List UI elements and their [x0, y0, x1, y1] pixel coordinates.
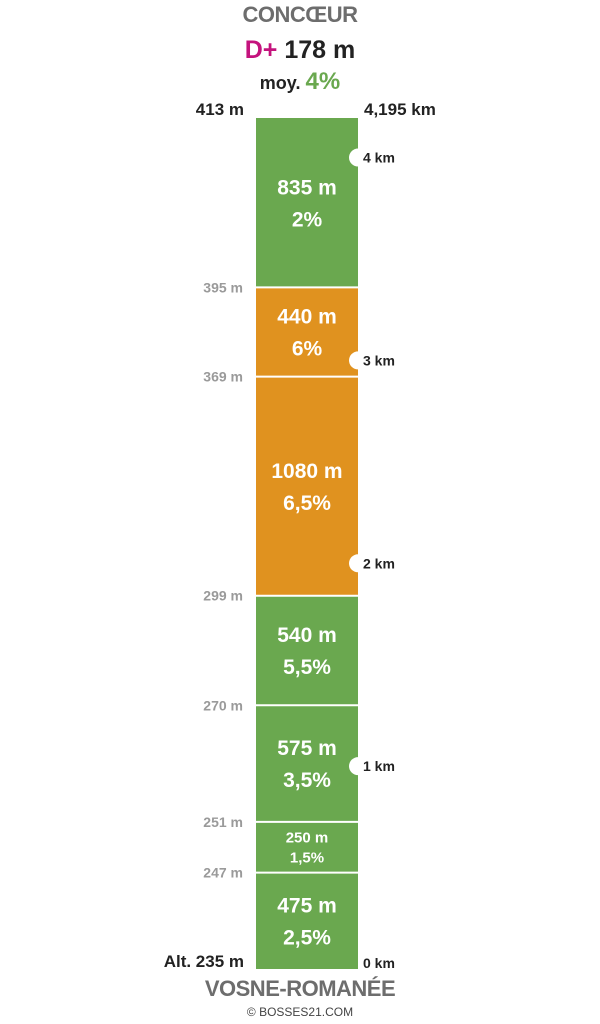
altitude-tick-label: 270 m: [203, 697, 243, 713]
start-name: VOSNE-ROMANÉE: [204, 976, 396, 1001]
total-distance: 4,195 km: [364, 100, 436, 119]
km-marker-label: 4 km: [363, 150, 395, 166]
segment-grade-label: 6,5%: [283, 492, 331, 515]
segment-grade-label: 6%: [292, 338, 323, 361]
altitude-tick-label: 299 m: [203, 588, 243, 604]
segment-length-label: 1080 m: [271, 460, 342, 483]
km-notch: [349, 757, 367, 776]
segment-length-label: 835 m: [277, 176, 337, 199]
km-marker-label: 3 km: [363, 352, 395, 368]
km-notch: [349, 148, 367, 167]
summit-altitude: 413 m: [195, 100, 244, 119]
average-label: moy.: [259, 73, 301, 93]
segment-length-label: 475 m: [277, 894, 337, 917]
altitude-tick-label: 247 m: [203, 865, 243, 881]
summit-name: CONCŒUR: [242, 2, 358, 27]
altitude-tick-label: 395 m: [203, 279, 243, 295]
elevation-gain: D+ 178 m: [0, 36, 600, 65]
start-altitude: Alt. 235 m: [163, 952, 244, 971]
km-marker-label: 2 km: [363, 555, 395, 571]
segment-length-label: 250 m: [286, 830, 329, 847]
km-marker-label: 1 km: [363, 758, 395, 774]
segment-length-label: 540 m: [277, 624, 337, 647]
segment-grade-label: 2%: [292, 208, 323, 231]
segment-3: [256, 595, 358, 706]
segment-6: [256, 118, 358, 288]
segment-0: [256, 872, 358, 969]
average-grade: moy. 4%: [0, 68, 600, 96]
segment-grade-label: 5,5%: [283, 656, 331, 679]
segment-length-label: 575 m: [277, 737, 337, 760]
average-value: 4%: [305, 68, 341, 95]
km-notch: [349, 351, 367, 370]
segment-grade-label: 2,5%: [283, 926, 331, 949]
segment-1: [256, 821, 358, 873]
segment-4: [256, 376, 358, 596]
altitude-tick-label: 251 m: [203, 814, 243, 830]
copyright: © BOSSES21.COM: [246, 1005, 354, 1019]
segment-2: [256, 705, 358, 822]
segment-grade-label: 1,5%: [290, 850, 324, 867]
segment-grade-label: 3,5%: [283, 769, 331, 792]
km-marker-label: 0 km: [363, 955, 395, 971]
altitude-tick-label: 369 m: [203, 369, 243, 385]
km-notch: [349, 554, 367, 573]
segment-length-label: 440 m: [277, 306, 337, 329]
gain-prefix: D+: [244, 36, 278, 64]
segment-5: [256, 287, 358, 377]
gain-value: 178 m: [284, 36, 356, 64]
